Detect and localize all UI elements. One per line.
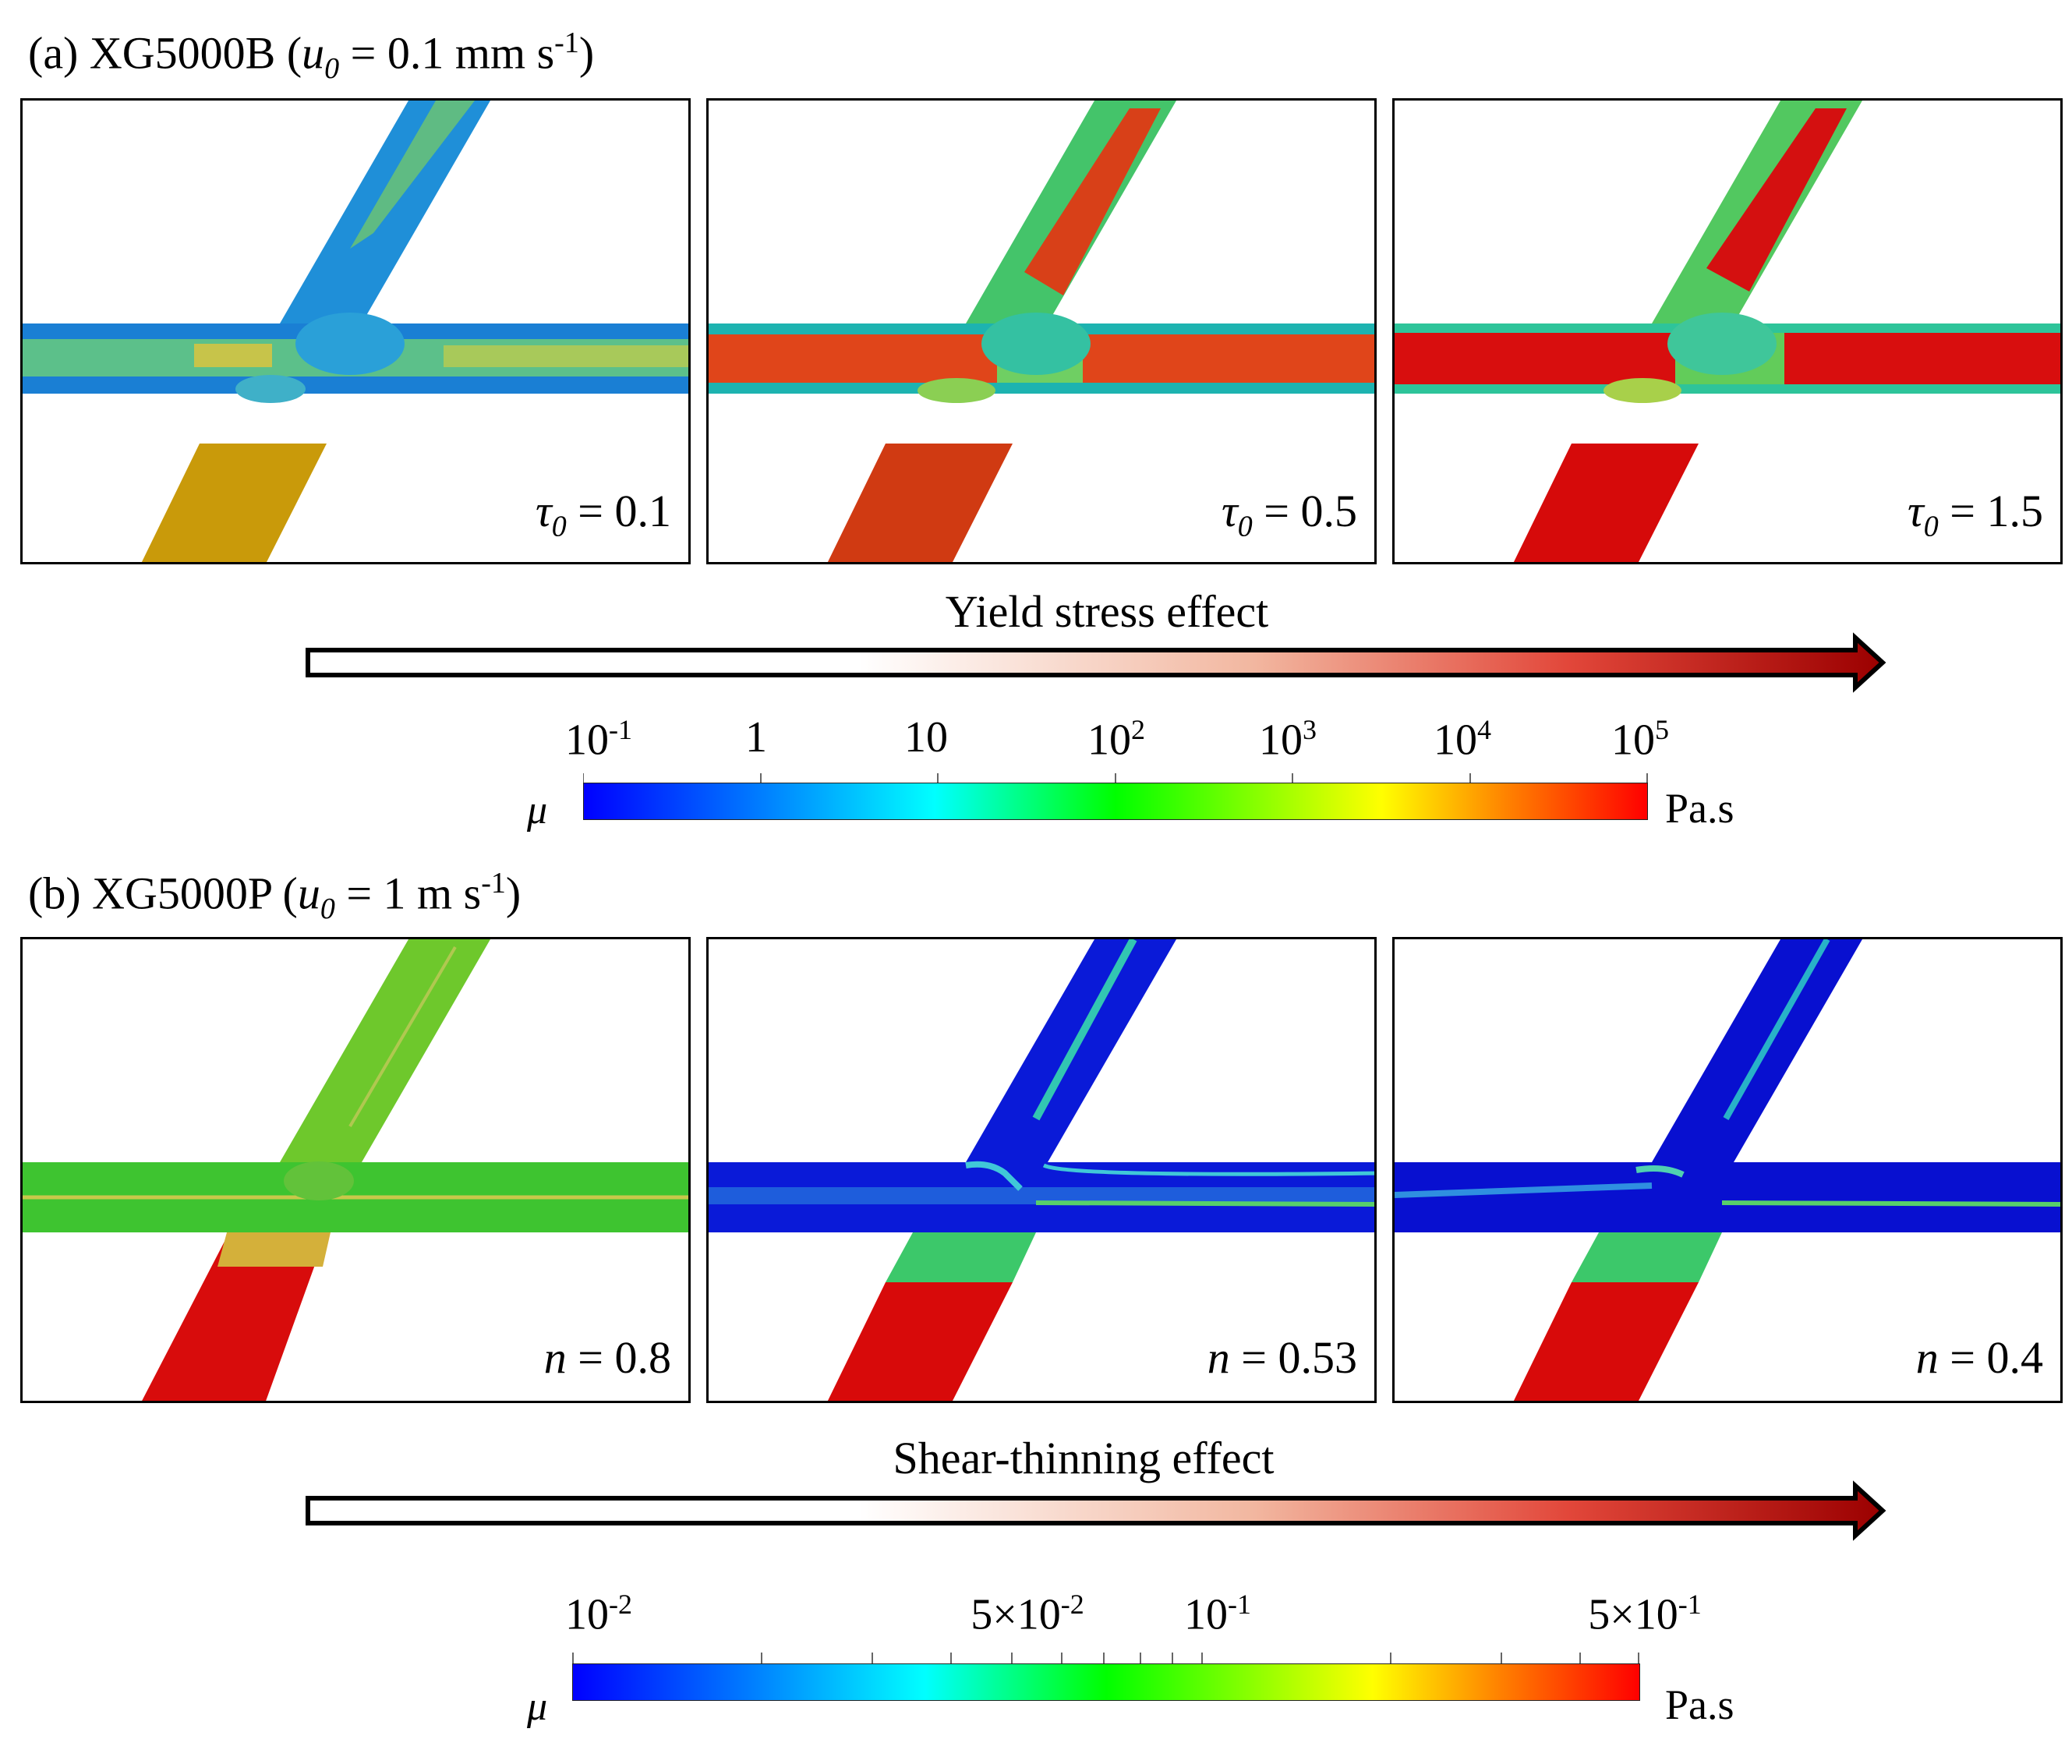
n-label-b2: n = 0.53 bbox=[1207, 1332, 1357, 1383]
colorbar-a-minor-ticks bbox=[583, 773, 1648, 783]
colorbar-b-tick-3: 10-1 bbox=[1184, 1589, 1251, 1639]
colorbar-a-tick-3: 10 bbox=[904, 713, 948, 762]
colorbar-a-tick-7: 105 bbox=[1611, 714, 1669, 765]
n-label-b3: n = 0.4 bbox=[1915, 1332, 2043, 1383]
colorbar-a-tick-2: 1 bbox=[745, 713, 767, 762]
colorbar-b-symbol: μ bbox=[527, 1684, 548, 1729]
viscosity-field-b2 bbox=[709, 939, 1374, 1401]
panel-a3: τ0 = 1.5 bbox=[1392, 98, 2063, 564]
colorbar-b-tick-1: 10-2 bbox=[565, 1589, 632, 1639]
viscosity-field-a1 bbox=[23, 101, 688, 562]
section-b-title: (b) XG5000P (u0 = 1 m s-1) bbox=[28, 867, 522, 925]
panel-b2: n = 0.53 bbox=[706, 937, 1377, 1403]
panel-b1: n = 0.8 bbox=[20, 937, 691, 1403]
tau0-label-a2: τ0 = 0.5 bbox=[1222, 486, 1357, 543]
colorbar-a-ticks: 10-1 1 10 102 103 104 105 bbox=[0, 716, 2072, 770]
colorbar-b-tick-4: 5×10-1 bbox=[1588, 1589, 1702, 1639]
colorbar-a-tick-4: 102 bbox=[1087, 714, 1145, 765]
shear-thinning-effect-arrow bbox=[306, 1480, 1886, 1541]
colorbar-a-tick-6: 104 bbox=[1434, 714, 1491, 765]
viscosity-field-b3 bbox=[1395, 939, 2060, 1401]
colorbar-b bbox=[572, 1663, 1640, 1701]
panel-b3: n = 0.4 bbox=[1392, 937, 2063, 1403]
tau0-label-a3: τ0 = 1.5 bbox=[1908, 486, 2043, 543]
colorbar-a-symbol: μ bbox=[527, 788, 548, 833]
panel-a1: τ0 = 0.1 bbox=[20, 98, 691, 564]
colorbar-a-unit: Pa.s bbox=[1665, 785, 1734, 832]
viscosity-field-a3 bbox=[1395, 101, 2060, 562]
colorbar-a-tick-1: 10-1 bbox=[565, 714, 632, 765]
viscosity-field-b1 bbox=[23, 939, 688, 1401]
section-a-title: (a) XG5000B (u0 = 0.1 mm s-1) bbox=[28, 27, 595, 85]
shear-thinning-effect-label: Shear-thinning effect bbox=[893, 1433, 1275, 1483]
colorbar-b-unit: Pa.s bbox=[1665, 1681, 1734, 1728]
yield-stress-effect-arrow bbox=[306, 632, 1886, 693]
panel-a2: τ0 = 0.5 bbox=[706, 98, 1377, 564]
viscosity-field-a2 bbox=[709, 101, 1374, 562]
colorbar-a bbox=[583, 783, 1648, 820]
colorbar-a-tick-5: 103 bbox=[1259, 714, 1317, 765]
colorbar-b-ticks: 10-2 5×10-2 10-1 5×10-1 bbox=[0, 1590, 2072, 1645]
n-label-b1: n = 0.8 bbox=[543, 1332, 671, 1383]
colorbar-b-tick-2: 5×10-2 bbox=[971, 1589, 1084, 1639]
tau0-label-a1: τ0 = 0.1 bbox=[536, 486, 671, 543]
colorbar-b-minor-ticks bbox=[572, 1653, 1639, 1663]
yield-stress-effect-label: Yield stress effect bbox=[945, 586, 1269, 637]
